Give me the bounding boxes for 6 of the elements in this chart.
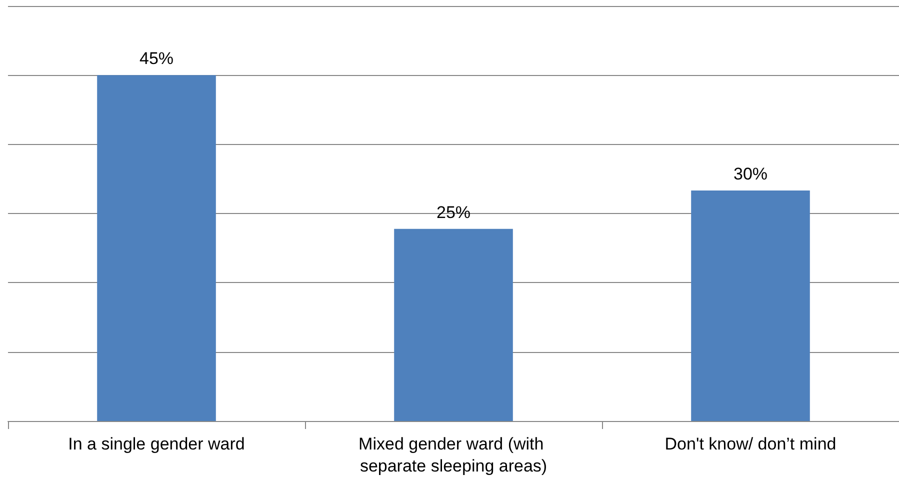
data-label: 25% — [436, 202, 471, 222]
x-tick-label: In a single gender ward — [68, 434, 245, 454]
data-label: 30% — [733, 164, 768, 184]
x-tick-label: Mixed gender ward (with separate sleeping areas) — [358, 434, 548, 476]
x-tick-label: Don't know/ don’t mind — [664, 434, 836, 454]
data-label: 45% — [139, 49, 174, 68]
